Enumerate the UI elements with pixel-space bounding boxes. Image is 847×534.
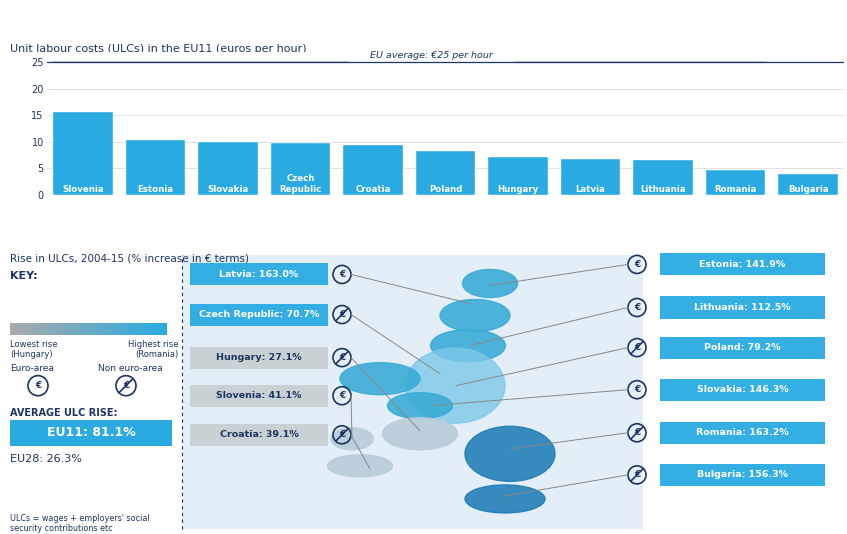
Bar	[53, 112, 113, 195]
Bar	[416, 151, 475, 195]
Text: KEY:: KEY:	[10, 271, 37, 281]
Text: €: €	[634, 470, 640, 480]
FancyBboxPatch shape	[190, 263, 328, 286]
Text: Romania: Romania	[715, 185, 756, 194]
Text: Hungary: 27.1%: Hungary: 27.1%	[216, 353, 302, 362]
Text: Bulgaria: 156.3%: Bulgaria: 156.3%	[697, 470, 788, 480]
Text: Hungary: Hungary	[497, 185, 539, 194]
Text: Croatia: 39.1%: Croatia: 39.1%	[219, 430, 298, 439]
FancyBboxPatch shape	[660, 379, 825, 400]
Text: €: €	[339, 353, 345, 362]
FancyBboxPatch shape	[660, 336, 825, 359]
Text: EU average: €25 per hour: EU average: €25 per hour	[369, 51, 492, 60]
Text: Highest rise
(Romania): Highest rise (Romania)	[128, 340, 178, 359]
FancyBboxPatch shape	[10, 420, 172, 446]
Text: Slovakia: 146.3%: Slovakia: 146.3%	[697, 385, 789, 394]
Text: Rise in ULCs, 2004-15 (% increase in € terms): Rise in ULCs, 2004-15 (% increase in € t…	[10, 254, 249, 263]
Text: EU28: 26.3%: EU28: 26.3%	[10, 454, 82, 464]
Text: Latvia: Latvia	[576, 185, 606, 194]
Text: Poland: Poland	[429, 185, 462, 194]
Bar	[706, 170, 766, 195]
Bar	[778, 174, 838, 195]
FancyBboxPatch shape	[660, 422, 825, 444]
Text: Lithuania: 112.5%: Lithuania: 112.5%	[695, 303, 791, 312]
Text: €: €	[339, 391, 345, 400]
Text: Czech
Republic: Czech Republic	[280, 174, 322, 194]
Text: €: €	[634, 385, 640, 394]
Text: ULCs = wages + employers' social
security contributions etc: ULCs = wages + employers' social securit…	[10, 514, 150, 533]
Text: EU11: 81.1%: EU11: 81.1%	[47, 426, 136, 439]
FancyBboxPatch shape	[660, 254, 825, 276]
Text: Slovenia: 41.1%: Slovenia: 41.1%	[216, 391, 302, 400]
Text: Lowest rise
(Hungary): Lowest rise (Hungary)	[10, 340, 58, 359]
Text: €: €	[634, 303, 640, 312]
Ellipse shape	[328, 455, 392, 477]
Text: Slovenia: Slovenia	[62, 185, 103, 194]
FancyBboxPatch shape	[190, 347, 328, 368]
Ellipse shape	[387, 392, 452, 419]
Text: Latvia: 163.0%: Latvia: 163.0%	[219, 270, 299, 279]
FancyBboxPatch shape	[190, 424, 328, 446]
Text: €: €	[339, 430, 345, 439]
Text: Unit labour costs (ULCs) in the EU11 (euros per hour): Unit labour costs (ULCs) in the EU11 (eu…	[10, 44, 307, 54]
Text: €: €	[634, 428, 640, 437]
Bar	[561, 159, 620, 195]
Ellipse shape	[331, 428, 373, 450]
Ellipse shape	[465, 485, 545, 513]
Text: Romania: 163.2%: Romania: 163.2%	[696, 428, 789, 437]
FancyBboxPatch shape	[183, 255, 643, 529]
Text: €: €	[339, 270, 345, 279]
Ellipse shape	[462, 270, 518, 297]
FancyBboxPatch shape	[190, 303, 328, 326]
Text: €: €	[123, 381, 129, 390]
Ellipse shape	[383, 418, 457, 450]
Text: Non euro-area: Non euro-area	[98, 364, 163, 373]
Ellipse shape	[430, 329, 506, 362]
Text: Czech Republic: 70.7%: Czech Republic: 70.7%	[199, 310, 319, 319]
Text: €: €	[634, 343, 640, 352]
Text: Lithuania: Lithuania	[640, 185, 686, 194]
Text: AVERAGE ULC RISE:: AVERAGE ULC RISE:	[10, 408, 118, 418]
Ellipse shape	[405, 348, 505, 423]
Text: Hourly labour costs in the EU11 range between 63% (Slovenia) and 16% (Bulgaria) : Hourly labour costs in the EU11 range be…	[10, 13, 769, 26]
Text: Estonia: 141.9%: Estonia: 141.9%	[700, 260, 786, 269]
Bar	[343, 145, 402, 195]
Bar	[489, 157, 548, 195]
Text: Bulgaria: Bulgaria	[788, 185, 828, 194]
Text: Slovakia: Slovakia	[208, 185, 248, 194]
Text: Poland: 79.2%: Poland: 79.2%	[704, 343, 781, 352]
Bar	[198, 142, 257, 195]
FancyBboxPatch shape	[190, 384, 328, 407]
Bar	[634, 160, 693, 195]
Ellipse shape	[440, 300, 510, 332]
Text: €: €	[634, 260, 640, 269]
Bar	[271, 143, 330, 195]
FancyBboxPatch shape	[660, 296, 825, 319]
Ellipse shape	[340, 363, 420, 395]
FancyBboxPatch shape	[660, 464, 825, 486]
Text: Estonia: Estonia	[137, 185, 174, 194]
Bar	[125, 140, 185, 195]
Text: €: €	[35, 381, 42, 390]
Ellipse shape	[465, 426, 555, 481]
Text: Euro-area: Euro-area	[10, 364, 54, 373]
Text: €: €	[339, 310, 345, 319]
Text: EU11 nominal labour costs have risen by about 80% since 2004, while the average : EU11 nominal labour costs have risen by …	[10, 223, 743, 232]
Text: Croatia: Croatia	[355, 185, 390, 194]
